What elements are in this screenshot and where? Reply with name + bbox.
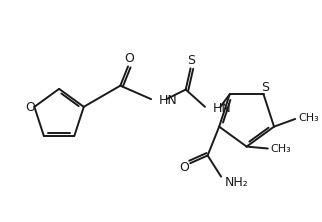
Text: O: O [124,52,134,65]
Text: HN: HN [213,102,232,115]
Text: O: O [180,161,189,174]
Text: CH₃: CH₃ [298,113,319,123]
Text: O: O [26,101,35,114]
Text: CH₃: CH₃ [271,143,291,153]
Text: S: S [261,81,270,94]
Text: NH₂: NH₂ [225,176,249,189]
Text: HN: HN [159,94,177,107]
Text: S: S [187,54,195,67]
